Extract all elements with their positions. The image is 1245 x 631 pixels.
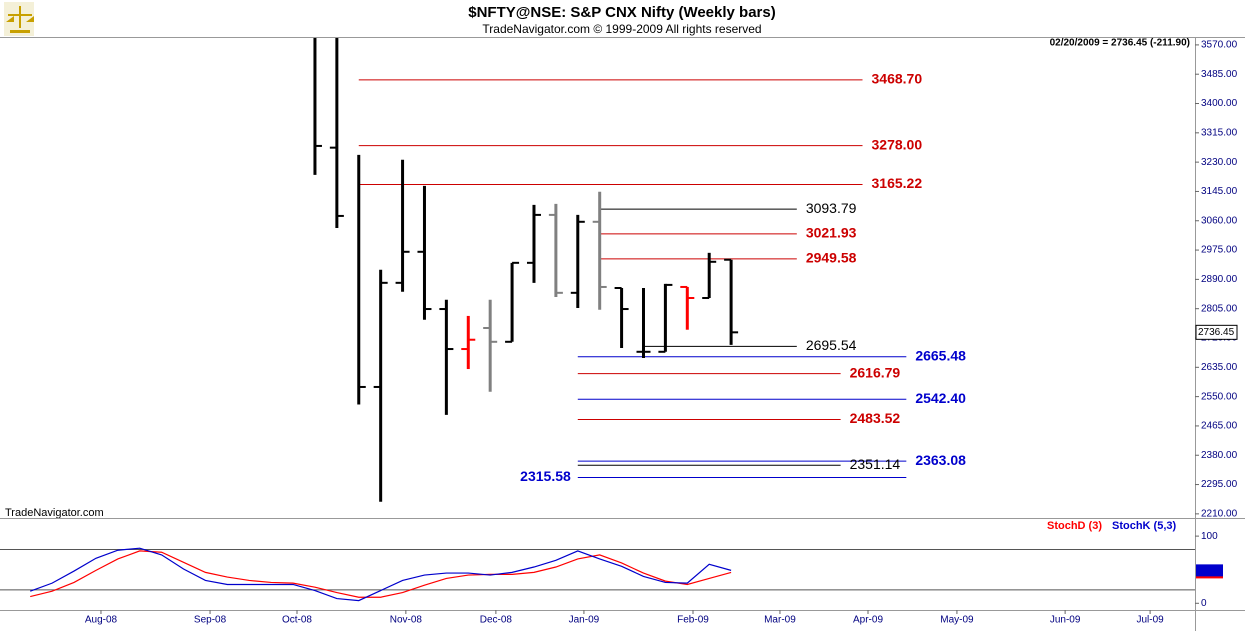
y-tick-label: 3145.00	[1201, 186, 1238, 197]
y-tick-label: 2550.00	[1201, 391, 1238, 402]
x-tick-label: Jan-09	[569, 615, 600, 626]
logo	[4, 2, 34, 36]
last-price-label: 2736.45	[1198, 327, 1235, 338]
x-tick-label: Mar-09	[764, 615, 796, 626]
level-label: 3165.22	[872, 175, 923, 191]
y-tick-label: 3230.00	[1201, 157, 1238, 168]
stoch-line	[30, 547, 732, 602]
y-tick-label: 100	[1201, 531, 1218, 542]
y-tick-label: 3570.00	[1201, 40, 1238, 51]
price-info: 02/20/2009 = 2736.45 (-211.90)	[1050, 38, 1190, 49]
level-label: 2616.79	[850, 364, 901, 380]
x-tick-label: Aug-08	[85, 615, 118, 626]
level-label: 3021.93	[806, 225, 857, 241]
level-label: 2949.58	[806, 250, 857, 266]
level-label: 3093.79	[806, 200, 857, 216]
level-label: 3278.00	[872, 136, 923, 152]
y-tick-label: 0	[1201, 598, 1207, 609]
y-tick-label: 2210.00	[1201, 509, 1238, 520]
y-tick-label: 3060.00	[1201, 215, 1238, 226]
chart-subtitle: TradeNavigator.com © 1999-2009 All right…	[482, 22, 761, 36]
level-label: 2483.52	[850, 410, 901, 426]
level-label: 3468.70	[872, 71, 923, 87]
stoch-line	[30, 550, 732, 598]
chart-title: $NFTY@NSE: S&P CNX Nifty (Weekly bars)	[468, 4, 775, 21]
y-tick-label: 2805.00	[1201, 303, 1238, 314]
watermark: TradeNavigator.com	[5, 507, 104, 519]
x-tick-label: May-09	[940, 615, 974, 626]
last-price-box	[1195, 324, 1238, 340]
level-label: 2315.58	[520, 468, 571, 484]
y-tick-label: 2635.00	[1201, 362, 1238, 373]
y-tick-label: 2295.00	[1201, 479, 1238, 490]
x-tick-label: Sep-08	[194, 615, 227, 626]
x-tick-label: Nov-08	[390, 615, 423, 626]
legend-entry: StochK (5,3)	[1112, 520, 1177, 532]
x-tick-label: Feb-09	[677, 615, 709, 626]
stoch-plot	[0, 547, 1195, 602]
level-label: 2351.14	[850, 456, 901, 472]
legend-entry: StochD (3)	[1047, 520, 1102, 532]
level-label: 2695.54	[806, 337, 857, 353]
price-plot	[313, 38, 907, 502]
level-label: 2363.08	[915, 452, 966, 468]
y-tick-label: 3400.00	[1201, 98, 1238, 109]
x-tick-label: Oct-08	[282, 615, 312, 626]
y-tick-label: 2380.00	[1201, 450, 1238, 461]
x-tick-label: Dec-08	[480, 615, 513, 626]
x-tick-label: Jun-09	[1050, 615, 1081, 626]
last-value-box	[1196, 564, 1223, 577]
x-tick-label: Jul-09	[1136, 615, 1164, 626]
y-tick-label: 2465.00	[1201, 421, 1238, 432]
y-tick-label: 3315.00	[1201, 127, 1238, 138]
y-tick-label: 2890.00	[1201, 274, 1238, 285]
y-tick-label: 3485.00	[1201, 69, 1238, 80]
level-label: 2665.48	[915, 348, 966, 364]
x-tick-label: Apr-09	[853, 615, 883, 626]
level-label: 2542.40	[915, 390, 966, 406]
y-tick-label: 2975.00	[1201, 245, 1238, 256]
logo-shape	[6, 6, 34, 33]
